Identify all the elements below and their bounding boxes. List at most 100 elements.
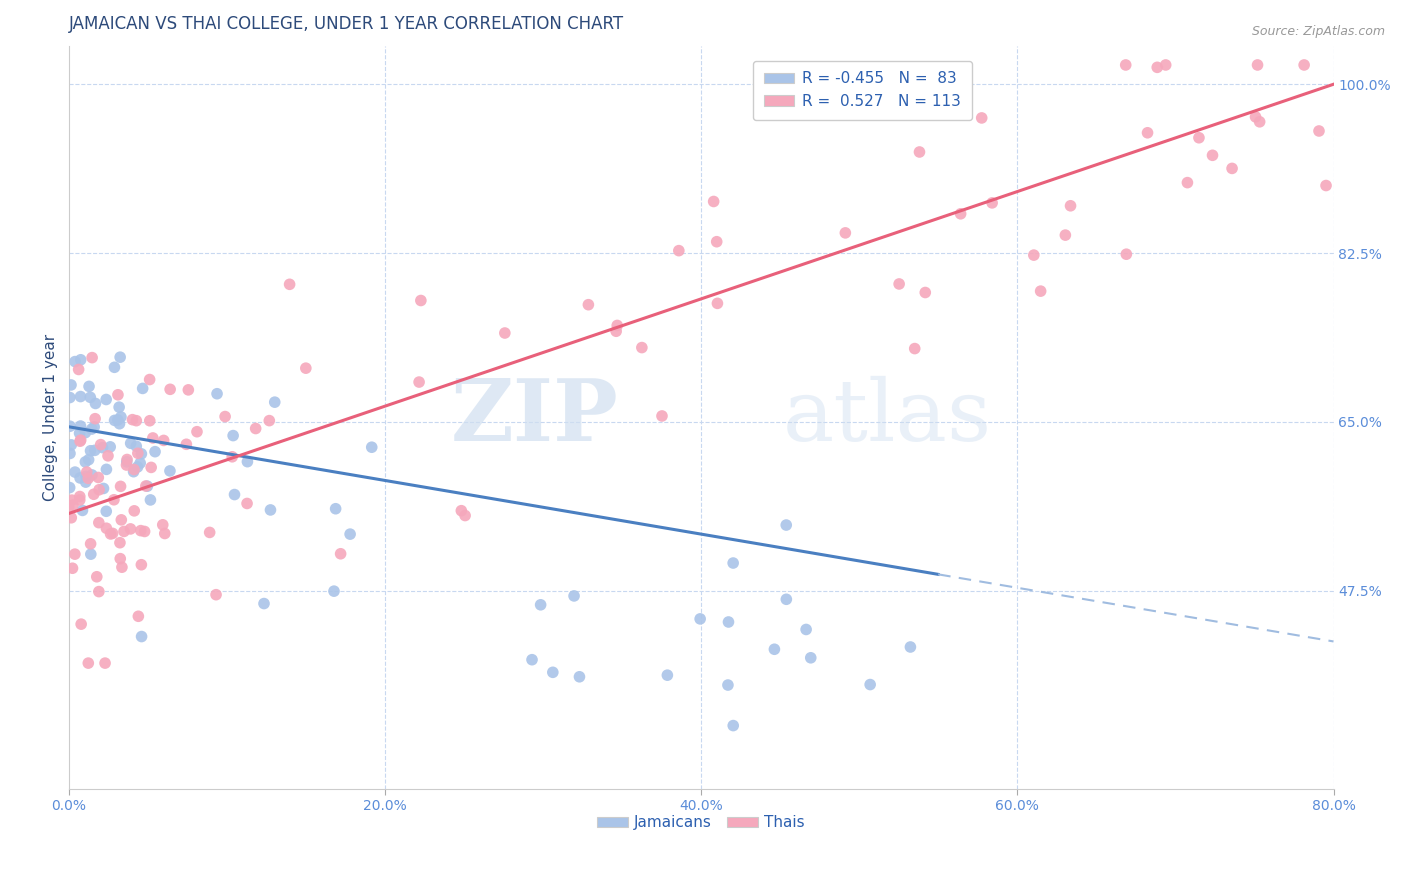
Point bbox=[205, 386, 228, 401]
Point bbox=[1136, 126, 1159, 140]
Point bbox=[127, 459, 149, 474]
Point bbox=[689, 612, 711, 626]
Point bbox=[59, 446, 82, 460]
Point bbox=[887, 277, 910, 291]
Point bbox=[143, 444, 166, 458]
Point bbox=[80, 467, 103, 482]
Point bbox=[631, 341, 654, 355]
Point bbox=[111, 560, 134, 574]
Legend: Jamaicans, Thais: Jamaicans, Thais bbox=[592, 809, 811, 837]
Point bbox=[131, 630, 153, 644]
Point bbox=[142, 431, 165, 445]
Point bbox=[494, 326, 516, 340]
Point bbox=[91, 441, 114, 455]
Point bbox=[63, 465, 86, 479]
Point bbox=[706, 296, 728, 310]
Point bbox=[108, 400, 131, 414]
Point bbox=[949, 207, 972, 221]
Point bbox=[153, 526, 176, 541]
Point bbox=[103, 413, 125, 427]
Point bbox=[1177, 176, 1199, 190]
Point bbox=[205, 588, 228, 602]
Point bbox=[1154, 58, 1177, 72]
Point bbox=[859, 677, 882, 691]
Point bbox=[62, 561, 84, 575]
Point bbox=[834, 226, 856, 240]
Point bbox=[62, 498, 84, 512]
Point bbox=[67, 362, 90, 376]
Point bbox=[1220, 161, 1243, 176]
Point bbox=[83, 487, 105, 501]
Point bbox=[176, 437, 198, 451]
Point bbox=[87, 516, 110, 530]
Point bbox=[121, 412, 143, 426]
Point bbox=[90, 437, 112, 451]
Point bbox=[110, 551, 132, 566]
Point bbox=[576, 298, 599, 312]
Point bbox=[110, 409, 132, 424]
Point bbox=[1146, 60, 1168, 74]
Point bbox=[409, 293, 432, 308]
Point bbox=[236, 455, 259, 469]
Point bbox=[93, 482, 115, 496]
Point bbox=[1054, 228, 1077, 243]
Point bbox=[75, 475, 97, 489]
Text: atlas: atlas bbox=[783, 376, 993, 458]
Point bbox=[60, 378, 83, 392]
Point bbox=[606, 318, 628, 333]
Point bbox=[69, 426, 91, 441]
Point bbox=[263, 395, 285, 409]
Point bbox=[76, 465, 98, 479]
Point bbox=[1022, 248, 1045, 262]
Point bbox=[259, 414, 281, 428]
Point bbox=[278, 277, 301, 292]
Point bbox=[1246, 58, 1268, 72]
Point bbox=[131, 381, 153, 395]
Point bbox=[77, 471, 100, 485]
Point bbox=[69, 352, 91, 367]
Point bbox=[329, 547, 352, 561]
Point bbox=[408, 375, 430, 389]
Point bbox=[134, 524, 156, 539]
Point bbox=[721, 556, 744, 570]
Point bbox=[120, 522, 142, 536]
Point bbox=[224, 487, 246, 501]
Point bbox=[69, 433, 91, 447]
Point bbox=[651, 409, 673, 423]
Point bbox=[668, 244, 690, 258]
Point bbox=[60, 510, 83, 524]
Point bbox=[94, 656, 117, 670]
Point bbox=[131, 558, 153, 572]
Point bbox=[562, 589, 585, 603]
Point bbox=[77, 656, 100, 670]
Point bbox=[900, 640, 922, 654]
Point bbox=[904, 342, 927, 356]
Point bbox=[115, 452, 138, 467]
Point bbox=[60, 438, 83, 452]
Point bbox=[69, 493, 91, 508]
Point bbox=[141, 460, 163, 475]
Point bbox=[1294, 58, 1316, 72]
Point bbox=[135, 479, 157, 493]
Point bbox=[83, 443, 105, 458]
Point bbox=[127, 446, 149, 460]
Point bbox=[75, 469, 97, 483]
Point bbox=[96, 521, 118, 535]
Point bbox=[79, 390, 101, 404]
Point bbox=[253, 597, 276, 611]
Point bbox=[115, 455, 138, 469]
Point bbox=[325, 501, 347, 516]
Point bbox=[908, 145, 931, 159]
Point bbox=[98, 440, 121, 454]
Point bbox=[1059, 199, 1081, 213]
Point bbox=[222, 428, 245, 442]
Point bbox=[59, 481, 82, 495]
Point bbox=[72, 503, 94, 517]
Point bbox=[236, 496, 259, 510]
Point bbox=[96, 504, 118, 518]
Point bbox=[77, 452, 100, 467]
Point bbox=[657, 668, 679, 682]
Point bbox=[89, 483, 111, 497]
Point bbox=[96, 392, 118, 407]
Point bbox=[69, 419, 91, 434]
